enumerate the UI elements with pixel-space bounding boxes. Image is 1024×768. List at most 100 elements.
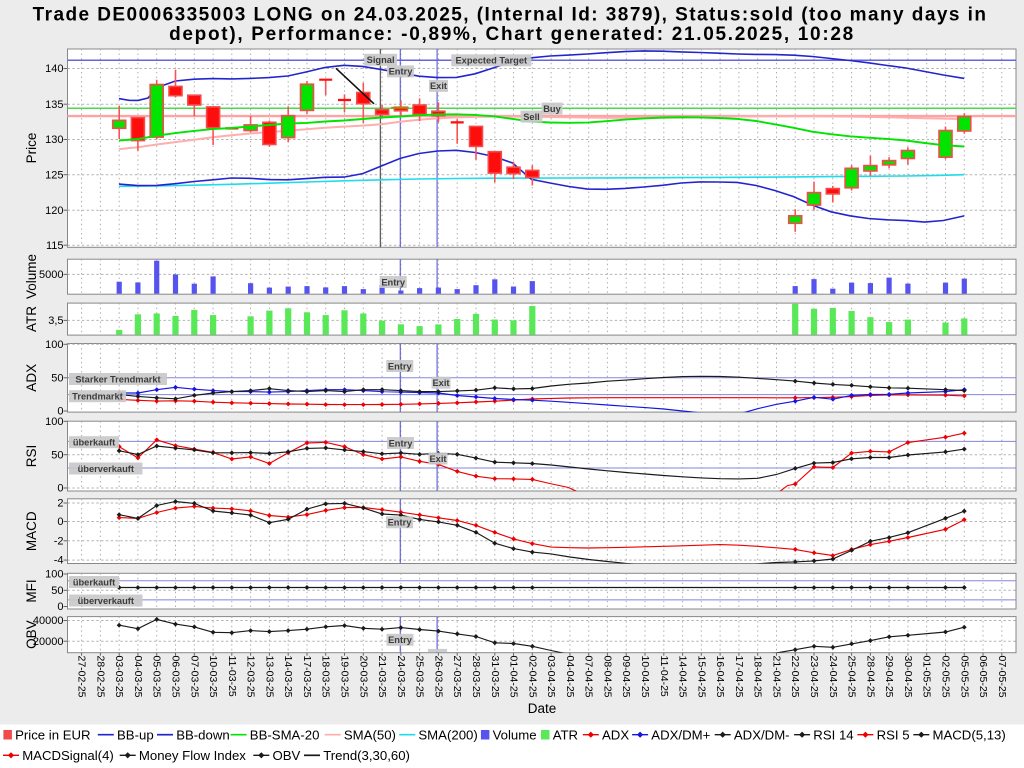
svg-text:überkauft: überkauft [73,577,115,587]
svg-text:28-04-25: 28-04-25 [864,656,876,698]
svg-text:OBV: OBV [273,748,301,763]
svg-text:01-04-25: 01-04-25 [508,656,520,698]
svg-text:Exit: Exit [430,81,447,91]
svg-text:0: 0 [57,483,63,495]
svg-text:140: 140 [45,63,63,75]
svg-text:24-03-25: 24-03-25 [395,656,407,698]
svg-text:13-03-25: 13-03-25 [263,656,275,698]
svg-text:Expected Target: Expected Target [455,56,527,66]
svg-text:50: 50 [51,449,63,461]
svg-text:ADX/DM+: ADX/DM+ [651,727,710,742]
svg-text:02-04-25: 02-04-25 [526,656,538,698]
svg-text:18-04-25: 18-04-25 [752,656,764,698]
svg-text:-2: -2 [54,535,64,547]
svg-text:16-04-25: 16-04-25 [714,656,726,698]
svg-text:Volume: Volume [24,254,39,299]
svg-text:RSI 5: RSI 5 [877,727,910,742]
svg-text:20-03-25: 20-03-25 [357,656,369,698]
svg-text:MACD: MACD [24,511,39,551]
svg-text:Trend(3,30,60): Trend(3,30,60) [323,748,410,763]
svg-text:05-05-25: 05-05-25 [958,656,970,698]
svg-text:Price in EUR: Price in EUR [15,727,90,742]
svg-text:ATR: ATR [24,306,39,332]
svg-text:RSI: RSI [24,445,39,468]
svg-text:09-04-25: 09-04-25 [620,656,632,698]
svg-text:25-04-25: 25-04-25 [846,656,858,698]
svg-text:29-04-25: 29-04-25 [883,656,895,698]
svg-text:0: 0 [57,406,63,418]
svg-text:Entry: Entry [388,635,413,645]
svg-text:Buy: Buy [543,104,561,114]
svg-text:18-03-25: 18-03-25 [320,656,332,698]
svg-text:Price: Price [24,133,39,164]
svg-text:50: 50 [51,372,63,384]
svg-text:28-02-25: 28-02-25 [94,656,106,698]
svg-text:07-05-25: 07-05-25 [996,656,1008,698]
svg-text:Trendmarkt: Trendmarkt [72,392,123,402]
svg-text:überkauft: überkauft [73,438,115,448]
svg-text:ATR: ATR [553,727,578,742]
svg-text:08-04-25: 08-04-25 [601,656,613,698]
svg-text:Date: Date [528,701,557,716]
svg-text:12-03-25: 12-03-25 [245,656,257,698]
svg-text:27-02-25: 27-02-25 [76,656,88,698]
svg-text:03-03-25: 03-03-25 [113,656,125,698]
svg-text:11-04-25: 11-04-25 [658,656,670,697]
svg-text:ADX: ADX [602,727,629,742]
svg-text:depot), Performance: -0,89%, C: depot), Performance: -0,89%, Chart gener… [169,24,855,45]
svg-text:Entry: Entry [388,361,413,371]
svg-text:BB-up: BB-up [117,727,154,742]
svg-text:02-05-25: 02-05-25 [940,656,952,698]
svg-text:2: 2 [57,498,63,510]
svg-text:11-03-25: 11-03-25 [226,656,238,697]
svg-text:04-03-25: 04-03-25 [132,656,144,698]
svg-text:BB-SMA-20: BB-SMA-20 [250,727,320,742]
svg-text:100: 100 [45,416,63,428]
svg-text:Trade DE0006335003 LONG on 24.: Trade DE0006335003 LONG on 24.03.2025, (… [33,5,988,26]
svg-text:Entry: Entry [381,277,406,287]
svg-text:27-03-25: 27-03-25 [451,656,463,698]
svg-text:Entry: Entry [389,67,414,77]
svg-text:Money Flow Index: Money Flow Index [139,748,246,763]
svg-text:24-04-25: 24-04-25 [827,656,839,698]
svg-text:07-04-25: 07-04-25 [583,656,595,698]
svg-text:26-03-25: 26-03-25 [432,656,444,698]
svg-text:ADX/DM-: ADX/DM- [734,727,790,742]
svg-text:Starker Trendmarkt: Starker Trendmarkt [75,374,160,384]
svg-text:Exit: Exit [429,454,446,464]
svg-text:OBV: OBV [24,620,39,649]
svg-text:130: 130 [45,134,63,146]
svg-text:30-04-25: 30-04-25 [902,656,914,698]
svg-text:06-03-25: 06-03-25 [170,656,182,698]
svg-text:05-03-25: 05-03-25 [151,656,163,698]
svg-text:04-04-25: 04-04-25 [564,656,576,698]
svg-text:Exit: Exit [432,378,449,388]
svg-text:135: 135 [45,99,63,111]
svg-text:MACD(5,13): MACD(5,13) [933,727,1006,742]
svg-text:01-05-25: 01-05-25 [921,656,933,698]
svg-text:21-03-25: 21-03-25 [376,656,388,698]
svg-text:MACDSignal(4): MACDSignal(4) [22,748,114,763]
svg-text:Sell: Sell [523,112,540,122]
svg-text:-4: -4 [54,555,64,567]
svg-text:06-05-25: 06-05-25 [977,656,989,698]
svg-text:überverkauft: überverkauft [78,464,134,474]
svg-text:ADX: ADX [24,364,39,392]
svg-text:25-03-25: 25-03-25 [414,656,426,698]
svg-text:14-04-25: 14-04-25 [677,656,689,698]
svg-text:10-04-25: 10-04-25 [639,656,651,698]
svg-text:31-03-25: 31-03-25 [489,656,501,698]
svg-text:50: 50 [51,585,63,597]
svg-text:40000: 40000 [33,615,64,627]
svg-text:Volume: Volume [493,727,537,742]
svg-text:überverkauft: überverkauft [78,596,134,606]
svg-text:125: 125 [45,169,63,181]
svg-text:17-03-25: 17-03-25 [301,656,313,698]
svg-text:Signal: Signal [367,55,395,65]
svg-text:SMA(50): SMA(50) [344,727,396,742]
svg-text:19-03-25: 19-03-25 [339,656,351,698]
svg-text:21-04-25: 21-04-25 [771,656,783,698]
svg-text:115: 115 [46,240,64,252]
svg-text:RSI 14: RSI 14 [813,727,853,742]
svg-text:0: 0 [57,601,63,613]
